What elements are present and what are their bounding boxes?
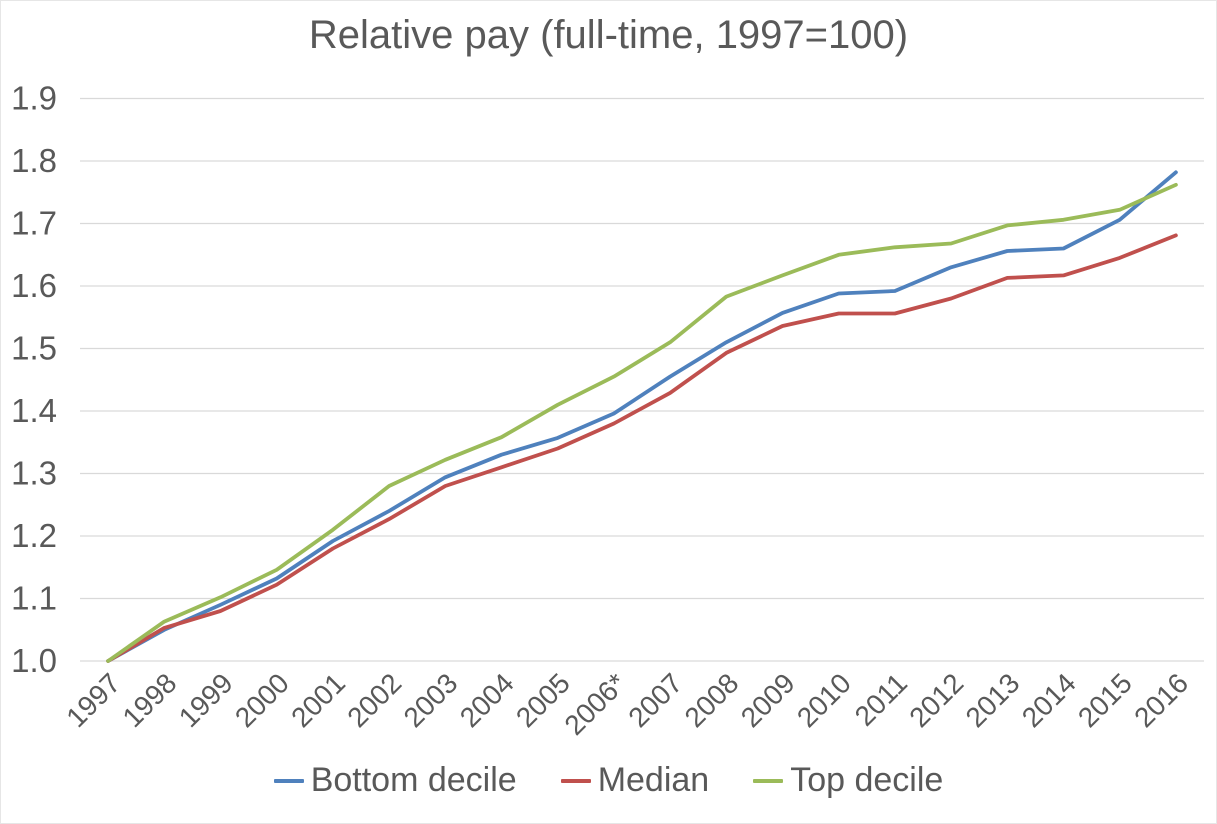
x-axis-label: 2004 — [454, 667, 520, 733]
legend-dash-icon — [753, 778, 784, 783]
x-axis-label: 1998 — [117, 667, 183, 733]
legend-label: Bottom decile — [310, 761, 517, 799]
x-axis-label: 2014 — [1016, 667, 1082, 733]
series-line-bottom-decile — [106, 170, 1178, 663]
x-axis-label: 2008 — [679, 667, 745, 733]
y-axis-label: 1.1 — [11, 580, 57, 617]
y-axis-label: 1.9 — [11, 80, 57, 117]
x-axis-label: 2006* — [558, 667, 632, 741]
x-axis-label: 2009 — [735, 667, 801, 733]
y-axis-label: 1.6 — [11, 267, 57, 304]
legend-item-bottom-decile[interactable]: Bottom decile — [273, 761, 517, 800]
x-axis-label: 2002 — [341, 667, 407, 733]
y-axis-label: 1.4 — [11, 392, 57, 429]
y-axis-label: 1.8 — [11, 142, 57, 179]
series-line-median — [106, 233, 1178, 663]
x-axis-label: 2007 — [622, 667, 688, 733]
x-axis-label: 2001 — [285, 667, 351, 733]
legend-item-median[interactable]: Median — [560, 761, 710, 800]
x-axis-label: 2015 — [1072, 667, 1138, 733]
legend-label: Median — [597, 761, 710, 799]
y-axis-label: 1.0 — [11, 642, 57, 679]
legend-dash-icon — [560, 778, 591, 783]
x-axis-label: 1997 — [60, 667, 126, 733]
x-axis-label: 2011 — [849, 667, 914, 732]
chart-title: Relative pay (full-time, 1997=100) — [308, 13, 909, 57]
x-axis-label: 1999 — [173, 667, 239, 733]
x-axis-label: 2003 — [398, 667, 464, 733]
legend-dash-icon — [273, 778, 304, 783]
y-axis-label: 1.2 — [11, 517, 57, 554]
series-line-top-decile — [106, 182, 1178, 663]
chart-legend: Bottom decile Median Top decile — [1, 761, 1216, 800]
legend-label: Top decile — [790, 761, 944, 799]
x-axis-label: 2000 — [229, 667, 295, 733]
y-axis-label: 1.5 — [11, 330, 57, 367]
x-axis-label: 2010 — [791, 667, 857, 733]
x-axis-label: 2013 — [960, 667, 1026, 733]
x-axis-label: 2016 — [1128, 667, 1194, 733]
legend-item-top-decile[interactable]: Top decile — [753, 761, 943, 800]
y-axis-label: 1.3 — [11, 455, 57, 492]
x-axis-label: 2012 — [903, 667, 969, 733]
y-axis-label: 1.7 — [11, 205, 57, 242]
